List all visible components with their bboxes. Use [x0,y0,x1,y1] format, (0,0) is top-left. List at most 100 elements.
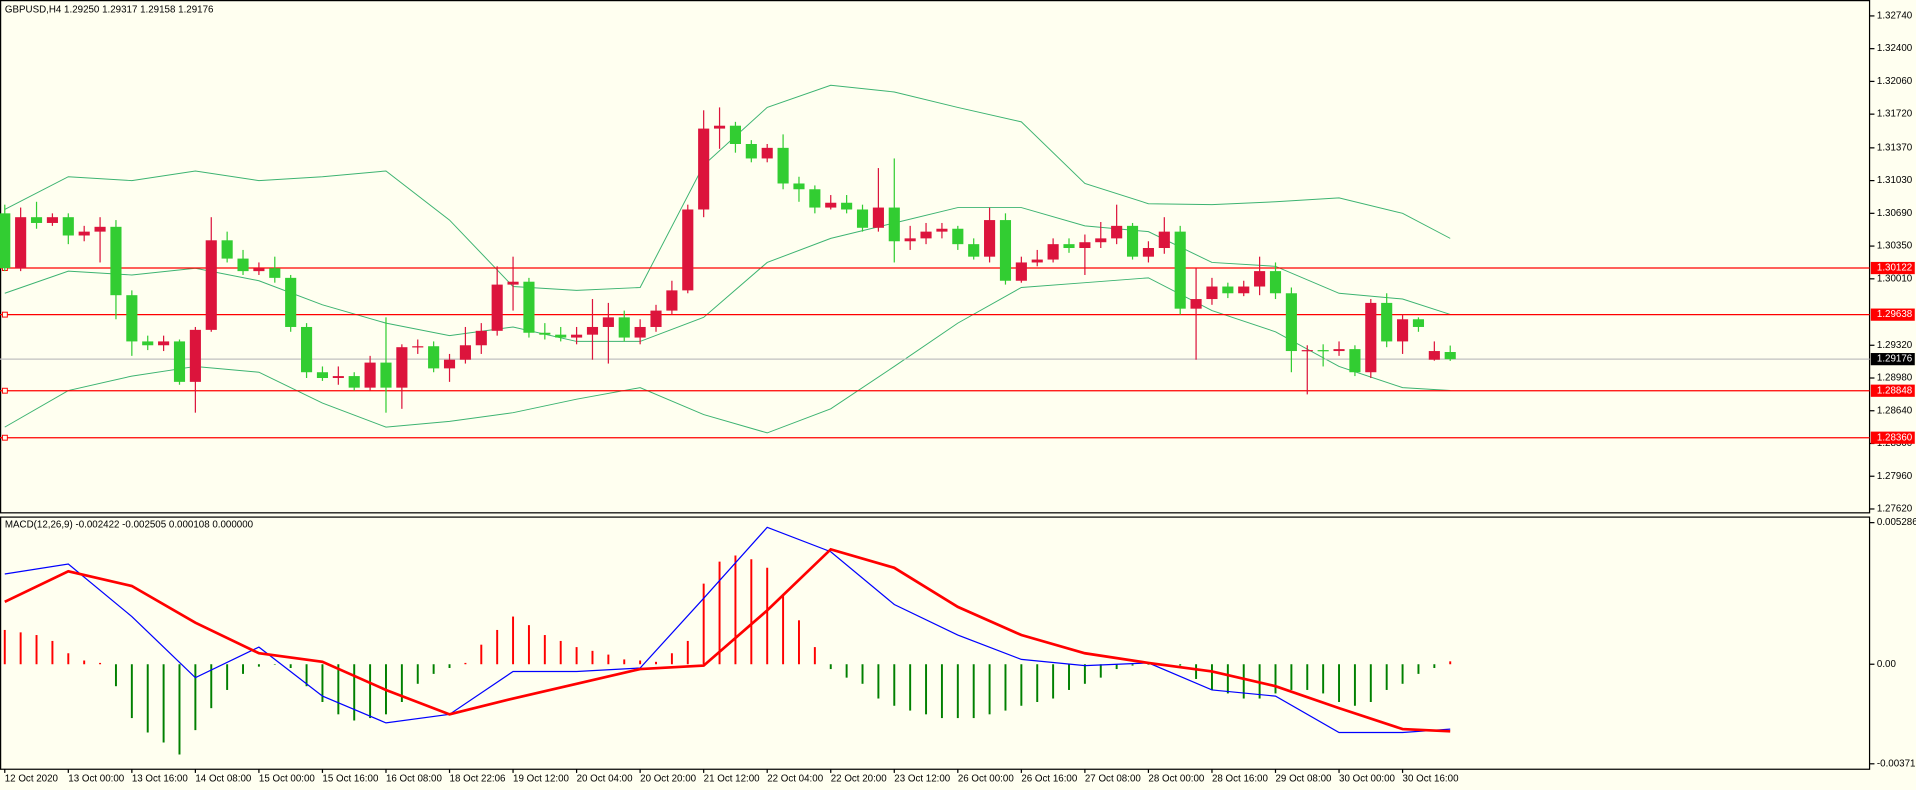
candle-body [523,281,535,333]
x-tick-label: 30 Oct 00:00 [1339,774,1396,785]
x-tick-label: 13 Oct 16:00 [132,774,189,785]
y-tick-label: 1.28640 [1877,405,1913,416]
candle-body [793,183,805,190]
candle-body [491,284,503,331]
level-label: 1.28848 [1877,385,1912,396]
x-tick-label: 26 Oct 00:00 [958,774,1015,785]
candle-body [1301,350,1313,352]
candle-body [761,147,773,159]
y-tick-label: 1.27960 [1877,471,1913,482]
y-tick-label: 1.32400 [1877,43,1913,54]
candle-body [348,376,360,388]
candle-body [253,268,265,272]
candle-body [1126,225,1139,257]
x-tick-label: 28 Oct 16:00 [1212,774,1269,785]
macd-panel [0,516,1871,770]
candle-body [396,347,408,388]
candle-body [1285,293,1297,352]
candle-body [1142,248,1154,257]
candle-body [586,326,599,335]
candle-body [936,228,948,232]
candle-body [1047,244,1059,260]
candle-body [475,330,487,346]
level-anchor [1,387,8,394]
level-label: 1.29638 [1877,309,1912,320]
x-tick-label: 14 Oct 08:00 [195,774,252,785]
candle-body [428,346,440,369]
candle-body [1206,286,1218,300]
x-tick-label: 27 Oct 08:00 [1085,774,1142,785]
candle-body [1412,319,1425,327]
x-tick-label: 12 Oct 2020 [5,774,59,785]
candle-body [46,217,58,223]
x-tick-label: 22 Oct 04:00 [767,774,824,785]
y-tick-label: 1.32740 [1877,11,1913,22]
candle-body [1349,349,1361,373]
y-tick-label: 1.31370 [1877,142,1913,153]
y-tick-label: 1.30010 [1877,273,1913,284]
candle-body [1063,244,1075,249]
candle-body [698,128,710,210]
y-tick-label: 1.30690 [1877,208,1913,219]
candle-body [173,341,186,382]
y-tick-label: 1.27620 [1877,504,1913,515]
candle-body [745,144,757,159]
y-tick-label: 1.31720 [1877,109,1913,120]
y-tick-label: 1.29320 [1877,340,1913,351]
candle-body [1095,238,1107,243]
candle-body [142,341,154,346]
candle-body [841,202,853,210]
candle-body [443,359,456,369]
candle-body [539,332,551,335]
x-tick-label: 21 Oct 12:00 [704,774,761,785]
x-tick-label: 20 Oct 04:00 [577,774,634,785]
y-tick-label: -0.003717 [1877,758,1916,769]
candle-body [285,277,297,327]
macd-title: MACD(12,26,9) -0.002422 -0.002505 0.0001… [5,520,254,531]
candle-body [666,290,678,311]
x-tick-label: 30 Oct 16:00 [1403,774,1460,785]
candle-body [1333,349,1345,352]
candle-body [1254,271,1266,287]
level-label: 1.28360 [1877,432,1913,443]
candle-body [507,281,519,285]
level-label-box [1870,384,1915,397]
x-tick-label: 16 Oct 08:00 [386,774,443,785]
level-anchor [1,434,8,441]
candle-body [634,326,646,338]
candle-body [968,244,980,257]
candle-body [872,207,884,228]
candle-body [30,217,43,223]
candle-body [1190,299,1202,309]
candle-body [825,202,837,208]
candle-body [237,258,249,272]
candle-body [459,345,471,360]
candle-body [332,376,344,379]
price-title: GBPUSD,H4 1.29250 1.29317 1.29158 1.2917… [5,4,214,15]
candle-body [62,217,74,236]
x-tick-label: 13 Oct 00:00 [68,774,125,785]
candle-body [1111,225,1123,239]
candle-body [205,240,217,330]
candle-body [1428,351,1440,360]
candle-body [189,329,201,382]
candle-body [713,125,726,129]
candle-body [904,238,916,242]
x-tick-label: 26 Oct 16:00 [1021,774,1078,785]
candle-body [15,217,27,269]
candle-body [126,295,138,342]
candle-body [380,362,392,388]
candle-body [999,220,1012,281]
candle-body [1174,231,1186,309]
candle-body [952,228,964,245]
macd-line [4,526,1451,734]
current-price-label: 1.29176 [1877,354,1912,365]
x-tick-label: 18 Oct 22:06 [450,774,506,785]
candle-body [412,346,424,348]
candle-body [920,231,932,239]
level-label-box [1870,308,1915,321]
candle-body [110,226,122,296]
candle-body [618,317,630,338]
candle-body [682,209,694,291]
